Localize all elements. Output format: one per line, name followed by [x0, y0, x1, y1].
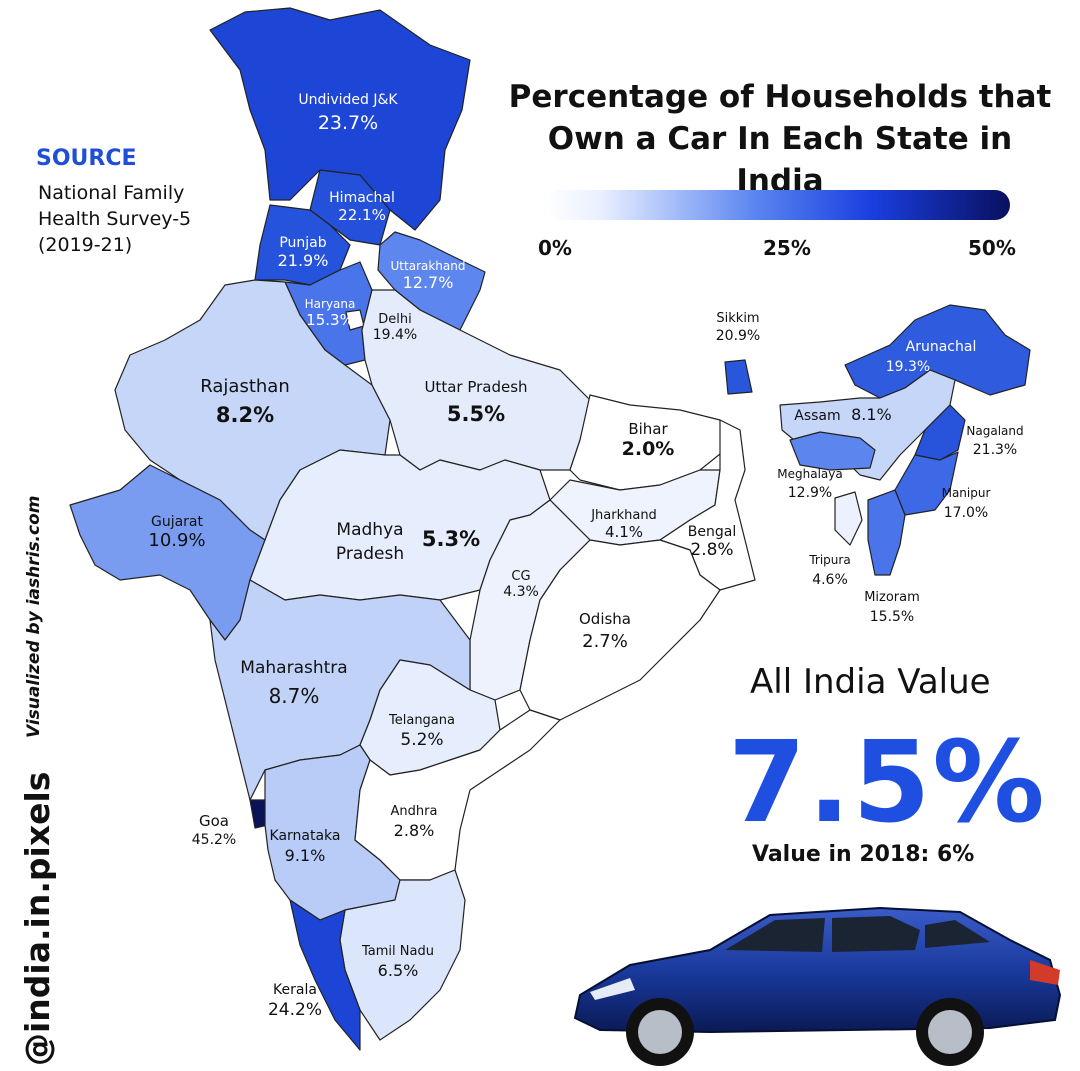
state-shape-kerala: [289, 899, 361, 1051]
legend-tick-min: 0%: [538, 236, 572, 260]
source-line-2: Health Survey-5: [38, 208, 192, 230]
state-label-tripura: Tripura 4.6%: [809, 553, 851, 588]
state-label-manipur: Manipur 17.0%: [941, 486, 991, 521]
state-label-up: Uttar Pradesh 5.5%: [424, 378, 528, 426]
state-label-rajasthan: Rajasthan 8.2%: [200, 376, 290, 427]
state-value-mp: 5.3%: [421, 527, 481, 551]
state-label-delhi: Delhi 19.4%: [372, 312, 418, 343]
state-shape-uttarakhand: [377, 231, 486, 331]
state-label-bengal: Bengal 2.8%: [687, 524, 737, 560]
state-label-kerala: Kerala 24.2%: [267, 982, 323, 1020]
state-label-telangana: Telangana 5.2%: [389, 713, 455, 750]
car-illustration: [573, 906, 1062, 1066]
legend-tick-mid: 25%: [763, 236, 811, 260]
source-text: National Family Health Survey-5 (2019-21…: [38, 180, 238, 258]
state-label-goa: Goa 45.2%: [191, 812, 237, 848]
source-line-3: (2019-21): [38, 234, 133, 256]
state-label-punjab: Punjab 21.9%: [277, 235, 329, 270]
state-label-meghalaya: Meghalaya 12.9%: [777, 467, 843, 501]
state-label-sikkim: Sikkim 20.9%: [715, 311, 761, 344]
state-label-gujarat: Gujarat 10.9%: [148, 514, 206, 551]
state-shape-jk: [209, 7, 471, 231]
state-label-haryana: Haryana 15.3%: [304, 297, 356, 329]
state-label-uttarakhand: Uttarakhand 12.7%: [390, 259, 466, 292]
credit-handle: @india.in.pixels: [18, 771, 57, 1066]
state-label-andhra: Andhra 2.8%: [390, 804, 438, 840]
source-line-1: National Family: [38, 182, 185, 204]
state-label-bihar: Bihar 2.0%: [621, 420, 675, 460]
state-label-jharkhand: Jharkhand 4.1%: [591, 508, 657, 541]
state-label-assam: Assam 8.1%: [794, 405, 892, 424]
state-label-odisha: Odisha 2.7%: [578, 610, 632, 652]
legend-tick-max: 50%: [968, 236, 1016, 260]
map-title: Percentage of Households that Own a Car …: [500, 76, 1060, 202]
credit-visualized-container: Visualized by iashris.com: [18, 480, 58, 740]
state-shape-meghalaya: [789, 431, 876, 471]
source-heading: SOURCE: [36, 146, 137, 171]
title-line-1: Percentage of Households that: [508, 79, 1052, 115]
all-india-value: 7.5%: [728, 718, 1047, 848]
state-label-arunachal: Arunachal 19.3%: [885, 339, 977, 375]
legend-color-bar: [546, 190, 1010, 220]
state-label-nagaland: Nagaland 21.3%: [966, 424, 1024, 458]
state-label-jk: Undivided J&K 23.7%: [298, 92, 398, 134]
state-label-karnataka: Karnataka 9.1%: [269, 828, 341, 865]
state-shape-sikkim: [724, 359, 753, 395]
state-label-mizoram: Mizoram 15.5%: [864, 590, 920, 625]
state-shape-odisha: [519, 539, 721, 721]
state-label-tamilnadu: Tamil Nadu 6.5%: [362, 944, 434, 980]
state-label-cg: CG 4.3%: [503, 569, 539, 600]
state-shape-mizoram: [867, 489, 906, 576]
all-india-previous: Value in 2018: 6%: [752, 842, 975, 867]
all-india-heading: All India Value: [750, 662, 991, 702]
credit-handle-container: @india.in.pixels: [12, 740, 68, 1070]
title-line-2: Own a Car In Each State in India: [547, 121, 1013, 199]
state-shape-tripura: [834, 491, 863, 546]
state-label-mp: Madhya Pradesh: [335, 520, 405, 564]
state-label-maharashtra: Maharashtra 8.7%: [240, 658, 348, 708]
state-label-himachal: Himachal 22.1%: [329, 190, 395, 224]
credit-visualized: Visualized by iashris.com: [24, 495, 44, 739]
